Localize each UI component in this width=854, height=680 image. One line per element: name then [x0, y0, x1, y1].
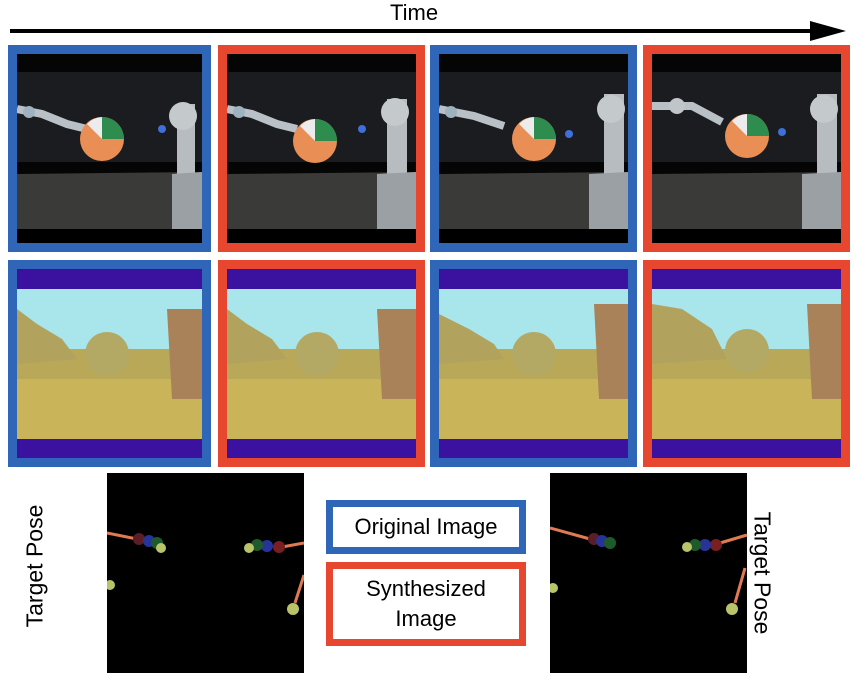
legend-original-box: Original Image: [326, 500, 526, 554]
rgb-scene: [652, 54, 841, 243]
rgb-scene: [17, 54, 202, 243]
time-label: Time: [390, 0, 439, 25]
depth-frame-2: [218, 260, 425, 467]
target-pose-label-left: Target Pose: [21, 504, 48, 628]
depth-frame-4: [643, 260, 850, 467]
time-arrow: [10, 21, 846, 41]
rgb-scene: [439, 54, 628, 243]
rgb-frame-2: [218, 45, 425, 252]
rgb-frame-4: [643, 45, 850, 252]
target-pose-panel-left: [107, 473, 304, 673]
pose-skeleton: [550, 526, 747, 615]
rgb-frame-1: [8, 45, 211, 252]
depth-frame-3: [430, 260, 637, 467]
target-pose-label-right: Target Pose: [749, 511, 776, 635]
legend-original-label: Original Image: [354, 514, 498, 539]
depth-map: [652, 269, 841, 458]
rgb-frame-3: [430, 45, 637, 252]
legend-synthesized-line1: Synthesized: [366, 576, 486, 601]
pose-skeleton: [107, 531, 304, 615]
depth-frame-1: [8, 260, 211, 467]
target-pose-panel-right: [550, 473, 747, 673]
depth-map: [17, 269, 202, 458]
depth-map: [439, 269, 628, 458]
depth-map: [227, 269, 416, 458]
rgb-scene: [227, 54, 416, 243]
legend-synthesized-line2: Image: [395, 606, 457, 631]
legend-synthesized-box: Synthesized Image: [326, 562, 526, 646]
